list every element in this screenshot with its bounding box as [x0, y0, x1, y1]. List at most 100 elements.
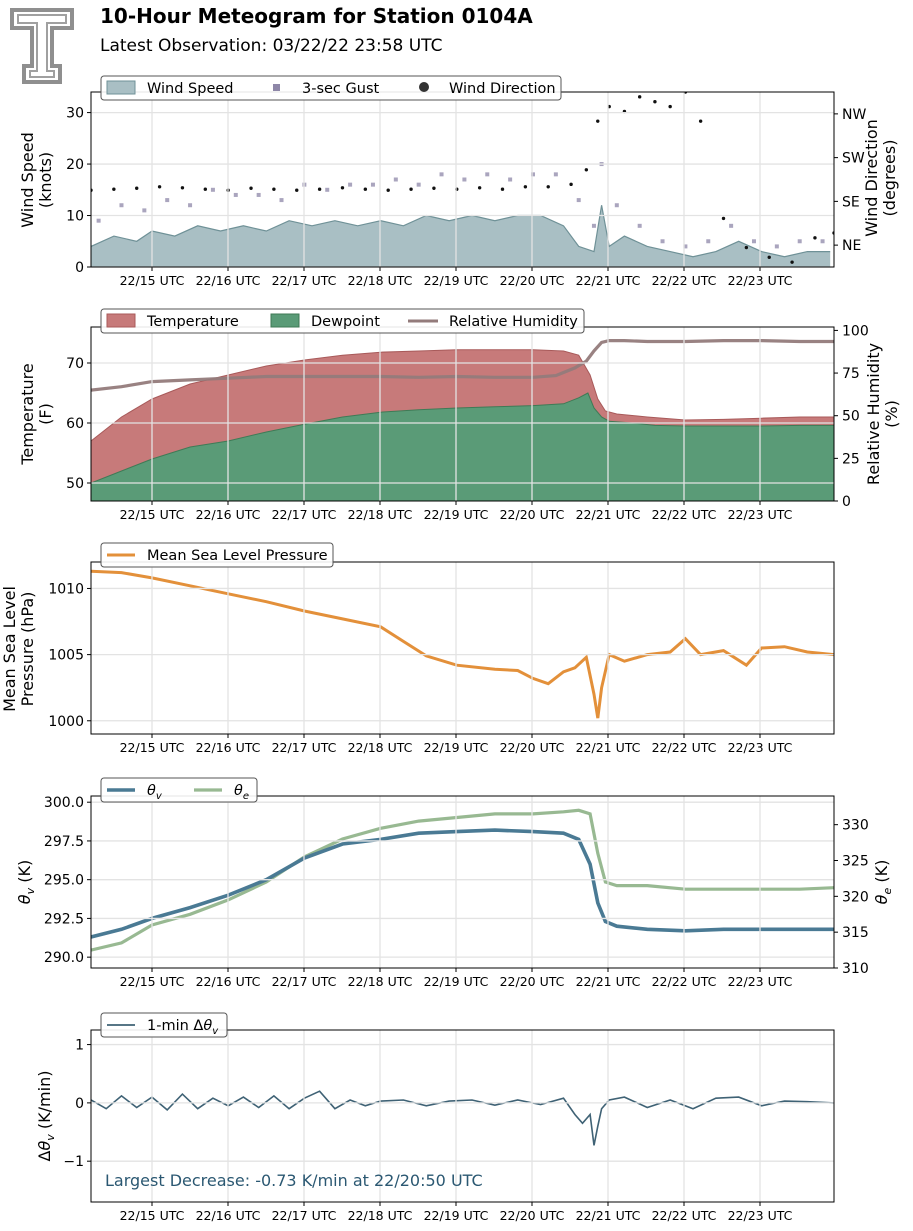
x-tick-label: 22/15 UTC: [120, 507, 185, 522]
gust-point: [119, 203, 124, 208]
wind-direction-point: [523, 185, 528, 189]
wind-direction-point: [546, 185, 550, 189]
wind-speed-area: [91, 205, 831, 267]
x-tick-label: 22/17 UTC: [272, 974, 337, 989]
legend-theta-e-label: θe: [234, 783, 249, 802]
page-title: 10-Hour Meteogram for Station 0104A: [100, 4, 533, 28]
x-tick-label: 22/18 UTC: [348, 740, 413, 755]
wind-direction-point: [637, 95, 642, 99]
wind-direction-point: [744, 245, 749, 250]
wind-direction-point: [721, 216, 726, 221]
y-right-tick-label: 25: [842, 451, 860, 467]
pressure-axis-label: Mean Sea LevelPressure (hPa): [0, 586, 37, 712]
gust-point: [439, 172, 444, 177]
plot-frame: [90, 1029, 835, 1203]
gust-point: [393, 177, 398, 182]
x-tick-label: 22/15 UTC: [120, 974, 185, 989]
y-tick-label: 290.0: [44, 950, 84, 966]
gust-point: [370, 182, 375, 187]
gust-point: [508, 177, 513, 182]
y-tick-label: 60: [66, 416, 84, 432]
theta-v-axis-label-symbol: θv (K): [15, 860, 37, 904]
gust-point: [348, 182, 353, 187]
y-right-tick-label: 50: [842, 409, 860, 425]
pressure-line: [91, 569, 834, 719]
x-tick-label: 22/20 UTC: [500, 974, 565, 989]
legend-rh-label: Relative Humidity: [449, 314, 578, 330]
gust-point: [325, 187, 330, 192]
x-tick-label: 22/15 UTC: [120, 1208, 185, 1223]
relative-humidity-axis-label: Relative Humidity(%): [864, 343, 901, 485]
chart-dtheta: 22/15 UTC 22/16 UTC 22/17 UTC 22/18 UTC 22/1…: [35, 1012, 835, 1223]
x-tick-label: 22/16 UTC: [196, 507, 261, 522]
theta-e-axis-label-symbol: θe (K): [872, 860, 894, 905]
wind-direction-point: [596, 119, 600, 123]
temperature-plot-area: [91, 339, 834, 501]
gust-point: [416, 182, 421, 187]
y-right-tick-label: 320: [842, 889, 869, 905]
x-tick-label: 22/21 UTC: [576, 507, 641, 522]
gust-point: [210, 187, 215, 192]
y-tick-label: 300.0: [44, 795, 84, 811]
x-tick-label: 22/21 UTC: [576, 740, 641, 755]
y-tick-label: 50: [66, 476, 84, 492]
legend-wind-speed-swatch: [106, 80, 136, 95]
gust-point: [576, 198, 581, 203]
x-tick-label: 22/16 UTC: [196, 273, 261, 288]
x-tick-label: 22/17 UTC: [272, 740, 337, 755]
x-tick-label: 22/22 UTC: [652, 974, 717, 989]
wind-direction-point: [767, 255, 771, 259]
legend-box: [100, 777, 258, 803]
legend-theta-e-text: θe: [234, 783, 249, 802]
x-tick-label: 22/17 UTC: [272, 507, 337, 522]
legend-gust-swatch: [273, 84, 280, 91]
gust-point: [820, 239, 825, 244]
y-right-tick-label: NE: [842, 238, 861, 254]
y-tick-label: 295.0: [44, 873, 84, 889]
wind-direction-point: [340, 186, 345, 190]
y-right-tick-label: SE: [842, 194, 860, 210]
y-tick-label: 20: [66, 157, 84, 173]
wind-direction-point: [813, 236, 817, 240]
wind-direction-point: [317, 187, 322, 191]
legend-dewpoint-swatch: [270, 313, 300, 328]
gust-point: [614, 203, 619, 208]
x-tick-label: 22/17 UTC: [272, 1208, 337, 1223]
legend-direction-swatch: [419, 82, 429, 92]
x-tick-label: 22/19 UTC: [424, 740, 489, 755]
x-tick-label: 22/23 UTC: [728, 507, 793, 522]
wind-direction-point: [668, 104, 672, 109]
gust-point: [729, 223, 734, 228]
wind-direction-point: [790, 260, 794, 264]
wind-direction-point: [112, 187, 116, 191]
wind-direction-point: [698, 119, 703, 123]
y-tick-label: 1010: [48, 581, 84, 597]
y-tick-label: 1000: [48, 714, 84, 730]
gust-point: [553, 172, 558, 177]
dtheta-axis-label-text: Δθv (K/min): [35, 1071, 57, 1162]
wind-plot-area: [91, 92, 834, 267]
x-tick-label: 22/23 UTC: [728, 974, 793, 989]
x-tick-label: 22/23 UTC: [728, 273, 793, 288]
legend-box: [100, 308, 585, 334]
y-tick-label: 1: [75, 1038, 84, 1054]
y-right-tick-label: 0: [842, 494, 851, 510]
y-right-tick-label: 315: [842, 925, 869, 941]
temperature-axis-label: Temperature(F): [18, 363, 55, 465]
y-right-tick-label: NW: [842, 107, 866, 123]
theta-e-axis-label: θe (K): [872, 860, 894, 905]
y-right-tick-label: SW: [842, 151, 865, 167]
latest-observation: Latest Observation: 03/22/22 23:58 UTC: [100, 36, 443, 56]
wind-direction-point: [386, 188, 390, 192]
gust-point: [706, 239, 711, 244]
wind-direction-axis-label: Wind Direction(degrees): [862, 119, 899, 237]
legend-wind-speed-label: Wind Speed: [147, 81, 234, 97]
wind-direction-point: [432, 186, 436, 190]
y-right-tick-label: 100: [842, 323, 869, 339]
chart-pressure: 22/15 UTC 22/16 UTC 22/17 UTC 22/18 UTC 22/1…: [0, 542, 835, 755]
legend-box: [100, 542, 334, 568]
gust-point: [485, 172, 490, 177]
x-tick-label: 22/16 UTC: [196, 740, 261, 755]
x-tick-label: 22/22 UTC: [652, 507, 717, 522]
